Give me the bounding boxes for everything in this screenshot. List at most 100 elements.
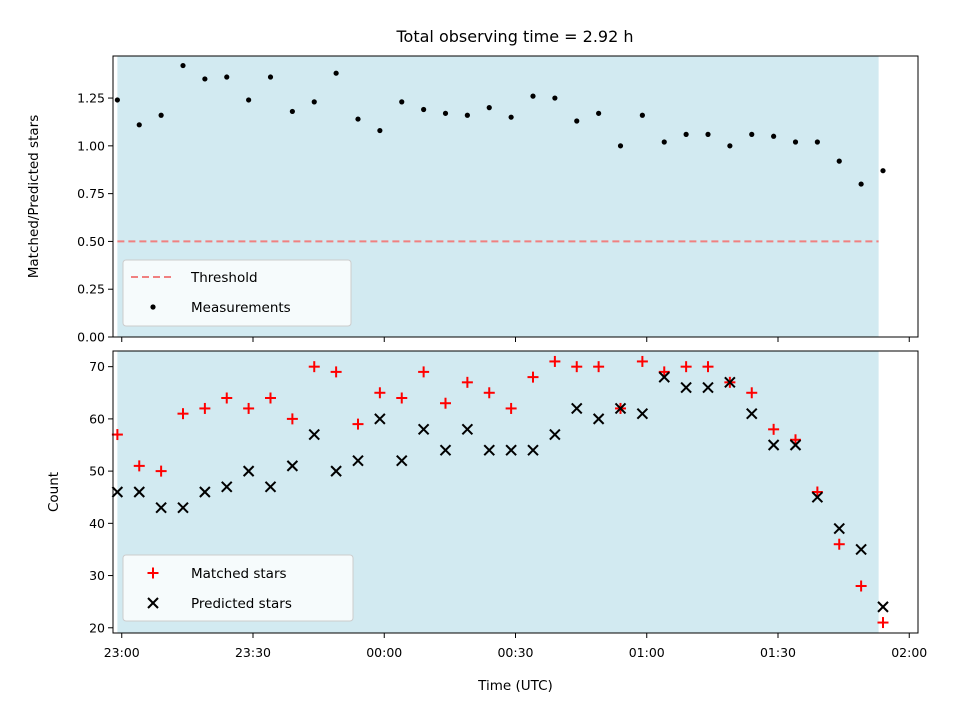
predicted-point-b [680, 381, 692, 394]
predicted-point [702, 381, 714, 394]
predicted-point-b [527, 444, 539, 456]
matched-point [133, 460, 145, 472]
predicted-point [439, 444, 452, 456]
measurement-point [442, 110, 449, 116]
matched-point [308, 361, 320, 373]
measurement-point [530, 93, 536, 99]
top-legend: Threshold Measurements [122, 259, 352, 327]
predicted-point-b [199, 486, 211, 498]
matched-point [243, 402, 255, 414]
predicted-point-b [177, 501, 189, 514]
matched-point [483, 387, 495, 399]
bottom-legend-box [122, 554, 354, 622]
bottom-x-tick-label: 00:30 [497, 645, 533, 660]
predicted-point [636, 407, 649, 420]
measurement-point [377, 127, 383, 134]
predicted-point [417, 423, 430, 436]
measurement-point [202, 76, 208, 82]
measurement-point [617, 143, 624, 149]
chart-title: Total observing time = 2.92 h [395, 27, 633, 46]
matched-point [833, 538, 845, 550]
predicted-point [111, 486, 124, 498]
bottom-axis-ticks: 20 30 40 50 60 70 23:00 23:30 00:00 00:30 01:00 01:… [89, 359, 927, 660]
predicted-point-b [702, 381, 714, 394]
predicted-point [767, 439, 780, 451]
legend-matched-label: Matched stars [191, 566, 287, 582]
predicted-point-b [855, 543, 867, 556]
bottom-panel: 20 30 40 50 60 70 23:00 23:30 00:00 00:30 01:00 01:… [46, 350, 927, 694]
matched-point [505, 402, 517, 414]
predicted-point-b [374, 413, 386, 425]
predicted-point [571, 402, 583, 415]
matched-point [702, 361, 714, 373]
bottom-y-tick-label: 70 [89, 359, 105, 374]
measurement-point [727, 143, 733, 149]
predicted-point-b [767, 439, 780, 451]
predicted-point-b [724, 376, 736, 389]
predicted-point-b [614, 402, 627, 415]
predicted-point [242, 465, 255, 477]
measurement-point [333, 70, 339, 76]
predicted-point [461, 423, 474, 436]
predicted-point [614, 402, 627, 415]
predicted-point-b [242, 465, 255, 477]
top-panel: 0.00 0.25 0.50 0.75 1.00 1.25 Matched/Predict… [26, 55, 919, 345]
matched-stars-series [111, 355, 889, 629]
matched-point [855, 580, 867, 592]
bottom-x-tick-label: 23:30 [235, 645, 271, 660]
matched-point [352, 418, 364, 430]
matched-point [658, 366, 670, 378]
matched-point [549, 355, 561, 367]
top-y-tick-label: 0.75 [77, 186, 105, 201]
matched-point [418, 366, 430, 378]
predicted-point [155, 501, 167, 514]
legend-predicted-marker-b [147, 597, 159, 609]
measurement-point [311, 99, 317, 105]
legend-predicted-marker [147, 597, 159, 609]
measurement-point [267, 74, 274, 80]
predicted-point [855, 543, 867, 556]
matched-point [221, 392, 233, 404]
predicted-point [877, 601, 889, 613]
top-y-tick-label: 0.50 [77, 234, 105, 249]
matched-point [330, 366, 342, 378]
matched-point [265, 392, 276, 404]
measurement-point [180, 62, 186, 69]
measurement-point [289, 108, 295, 115]
measurement-point [158, 112, 164, 118]
predicted-point-b [396, 454, 408, 467]
matched-point [396, 392, 408, 404]
predicted-point-b [221, 481, 233, 493]
legend-predicted-swatch [147, 597, 159, 609]
predicted-point-b [111, 486, 124, 498]
bottom-x-tick-label: 01:00 [629, 645, 665, 660]
top-axes-frame [112, 55, 919, 338]
measurement-point [246, 97, 252, 103]
measurement-point [661, 139, 667, 145]
predicted-point [658, 371, 670, 383]
predicted-point [789, 439, 802, 451]
bottom-y-tick-label: 20 [89, 620, 105, 635]
predicted-point-b [133, 486, 145, 498]
measurement-point [136, 122, 142, 128]
measurements-series [114, 62, 886, 187]
matched-point [790, 434, 801, 446]
measurement-point [814, 139, 820, 145]
top-y-axis-label: Matched/Predicted stars [26, 115, 42, 278]
matched-point [527, 371, 539, 383]
bottom-axes-frame [112, 350, 919, 634]
matched-point [461, 376, 473, 388]
predicted-point-b [330, 465, 342, 477]
predicted-point-b [636, 407, 649, 420]
legend-matched-marker [147, 567, 159, 579]
predicted-point-b [877, 601, 889, 613]
predicted-point-b [461, 423, 474, 436]
measurement-point [552, 95, 558, 101]
bottom-legend: Matched stars Predicted stars [122, 554, 354, 622]
bottom-y-tick-label: 40 [89, 516, 105, 531]
matched-point [111, 429, 123, 441]
measurement-point [683, 131, 689, 137]
predicted-point [177, 501, 189, 514]
predicted-point [308, 428, 320, 441]
